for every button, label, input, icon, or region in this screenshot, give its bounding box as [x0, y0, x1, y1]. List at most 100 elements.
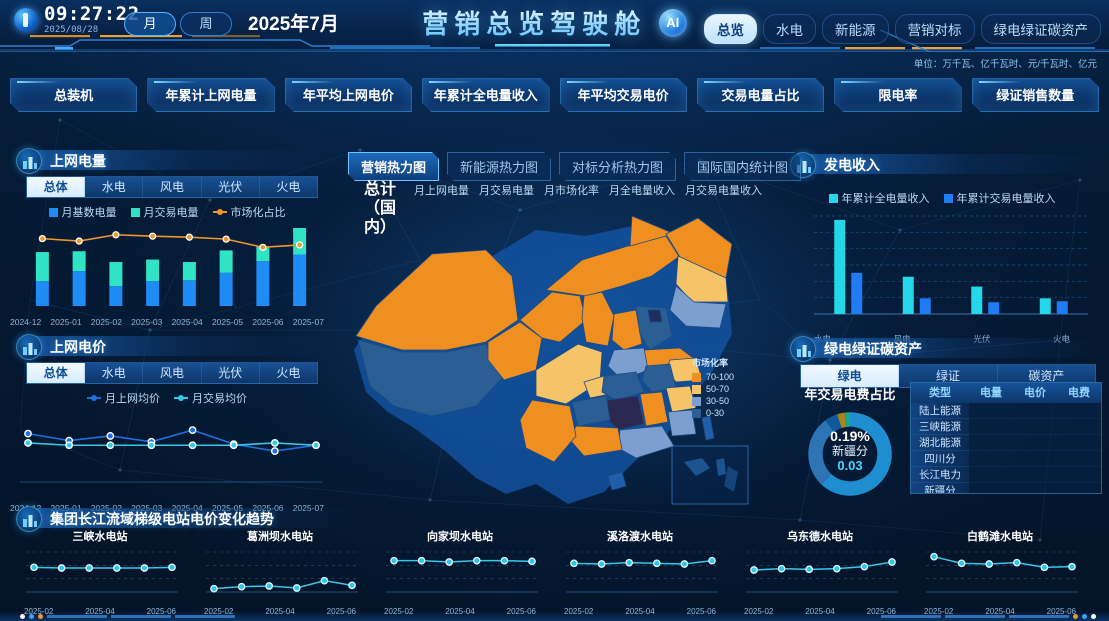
mini-chart-wudongde[interactable]: 乌东德水电站 2025-02 2025-04 2025-06 — [744, 531, 898, 616]
table-header: 类型 电量 电价 电费 — [911, 383, 1101, 403]
tab-price-hydro[interactable]: 水电 — [85, 363, 144, 383]
top-nav: 总览 水电 新能源 营销对标 绿电绿证碳资产 — [704, 14, 1101, 44]
tab-green-certificate[interactable]: 绿证 — [899, 365, 998, 387]
period-toggle-week[interactable]: 周 — [180, 12, 232, 36]
mini-chart-sanxia[interactable]: 三峡水电站 2025-02 2025-04 2025-06 — [24, 531, 178, 616]
tab-volume-hydro[interactable]: 水电 — [85, 177, 144, 197]
mini-chart-gezhouba[interactable]: 葛洲坝水电站 2025-02 2025-04 2025-06 — [204, 531, 358, 616]
period-toggle-month[interactable]: 月 — [124, 12, 176, 36]
axis-tick: 2025-02 — [90, 317, 122, 327]
tab-green-power[interactable]: 绿电 — [801, 365, 900, 387]
kpi-avg-grid-price[interactable]: 年平均上网电价 — [285, 78, 412, 112]
map-tab-new-energy-heatmap[interactable]: 新能源热力图 — [447, 152, 551, 181]
axis-tick: 2025-04 — [265, 607, 295, 616]
panel-header-grid-price: 上网电价 — [6, 334, 328, 360]
panel-grid-price: 上网电价 总体 水电 风电 光伏 火电 月上网均价 月交易均价 2024-122… — [6, 334, 328, 513]
nav-item-new-energy[interactable]: 新能源 — [822, 14, 889, 44]
kpi-avg-trade-price[interactable]: 年平均交易电价 — [560, 78, 687, 112]
company-logo-icon — [14, 8, 38, 32]
axis-tick: 2025-02 — [384, 607, 414, 616]
donut-center-name: 新疆分 — [831, 444, 868, 458]
footer-line — [0, 611, 1109, 621]
tab-price-thermal[interactable]: 火电 — [276, 366, 301, 380]
mini-chart-xiangjiaba[interactable]: 向家坝水电站 2025-02 2025-04 2025-06 — [384, 531, 538, 616]
page-title: 营销总览驾驶舱 — [422, 4, 646, 41]
tab-price-wind[interactable]: 风电 — [143, 363, 202, 383]
map-tab-benchmark-heatmap[interactable]: 对标分析热力图 — [559, 152, 676, 181]
china-map[interactable] — [336, 210, 786, 510]
mini-chart-xiluodu[interactable]: 溪洛渡水电站 2025-02 2025-04 2025-06 — [564, 531, 718, 616]
panel-title-grid-volume: 上网电量 — [50, 153, 106, 169]
map-legend: 市场化率 70-100 50-70 30-50 0-30 — [692, 356, 734, 420]
nav-item-benchmark[interactable]: 营销对标 — [894, 14, 975, 44]
kpi-ytd-grid-volume[interactable]: 年累计上网电量 — [147, 78, 274, 112]
axis-tick: 2025-06 — [866, 607, 896, 616]
donut-chart-trade-fee-share[interactable] — [802, 406, 898, 502]
table-row: 四川分 — [911, 451, 1101, 467]
south-sea-inset — [671, 445, 749, 505]
kpi-row: 总装机 年累计上网电量 年平均上网电价 年累计全电量收入 年平均交易电价 交易电… — [10, 78, 1099, 112]
axis-tick: 2025-04 — [805, 607, 835, 616]
axis-tick: 2025-04 — [985, 607, 1015, 616]
title-container: 营销总览驾驶舱 AI — [0, 4, 1109, 41]
table-row: 湖北能源 — [911, 435, 1101, 451]
axis-tick: 2025-06 — [326, 607, 356, 616]
tab-volume-wind[interactable]: 风电 — [143, 177, 202, 197]
axis-tick: 2025-04 — [171, 317, 203, 327]
bar-chart-icon — [16, 334, 42, 360]
ai-badge[interactable]: AI — [658, 9, 687, 37]
bar-chart-icon — [16, 506, 42, 532]
segmented-tabs-grid-price: 总体 水电 风电 光伏 火电 — [26, 362, 318, 384]
tab-price-solar[interactable]: 光伏 — [202, 363, 260, 383]
map-tab-intl-domestic-stats[interactable]: 国际国内统计图 — [684, 152, 801, 181]
panel-header-generation-income: 发电收入 — [780, 152, 1104, 178]
axis-tick: 2025-02 — [204, 607, 234, 616]
mini-chart-baihetan[interactable]: 白鹤滩水电站 2025-02 2025-04 2025-06 — [924, 531, 1078, 616]
axis-tick: 2025-07 — [292, 317, 324, 327]
chart-generation-income[interactable] — [780, 210, 1100, 328]
nav-item-hydro[interactable]: 水电 — [763, 14, 816, 44]
green-assets-table[interactable]: 类型 电量 电价 电费 陆上能源 三峡能源 湖北能源 四川分 长江电力 新疆分 — [910, 382, 1102, 494]
table-col-volume: 电量 — [980, 387, 1002, 399]
map-col-grid-volume: 月上网电量 — [414, 185, 469, 197]
kpi-total-capacity[interactable]: 总装机 — [10, 78, 137, 112]
table-col-price: 电价 — [1024, 387, 1046, 399]
donut-center-percent: 0.19% — [830, 428, 870, 444]
tab-volume-thermal[interactable]: 火电 — [276, 180, 301, 194]
table-col-fee: 电费 — [1068, 387, 1090, 399]
table-row: 三峡能源 — [911, 419, 1101, 435]
tab-volume-solar[interactable]: 光伏 — [202, 177, 260, 197]
carousel-pager-right[interactable] — [881, 613, 1096, 619]
panel-header-bg — [796, 154, 1104, 174]
kpi-curtailment-rate[interactable]: 限电率 — [834, 78, 961, 112]
kpi-green-cert-sales[interactable]: 绿证销售数量 — [972, 78, 1099, 112]
chart-grid-price[interactable] — [6, 408, 324, 498]
nav-item-overview[interactable]: 总览 — [704, 14, 757, 44]
map-tab-marketing-heatmap[interactable]: 营销热力图 — [348, 152, 439, 181]
carousel-pager-left[interactable] — [20, 613, 235, 619]
axis-tick: 2025-06 — [1046, 607, 1076, 616]
axis-tick: 2025-02 — [24, 607, 54, 616]
axis-tick: 2025-02 — [924, 607, 954, 616]
map-legend-title: 市场化率 — [692, 358, 729, 368]
nav-item-green-assets[interactable]: 绿电绿证碳资产 — [980, 14, 1101, 44]
axis-tick: 2025-04 — [625, 607, 655, 616]
app-header: 09:27:22 2025/08/28 月 周 2025年7月 营销总览驾驶舱 … — [0, 0, 1109, 52]
axis-tick: 2025-02 — [744, 607, 774, 616]
kpi-trade-volume-share[interactable]: 交易电量占比 — [697, 78, 824, 112]
map-total-label: 总计 （国内） — [363, 181, 396, 236]
panel-header-bg — [796, 338, 1104, 358]
table-body[interactable]: 陆上能源 三峡能源 湖北能源 四川分 长江电力 新疆分 — [911, 403, 1101, 493]
map-col-total-income: 月全电量收入 — [609, 185, 675, 197]
axis-tick: 2025-06 — [506, 607, 536, 616]
panel-yangtze-cascade-trend: 集团长江流域梯级电站电价变化趋势 三峡水电站 2025-02 2025-04 2025… — [6, 506, 1104, 621]
tab-price-total[interactable]: 总体 — [27, 363, 86, 383]
tab-volume-total[interactable]: 总体 — [27, 177, 86, 197]
bar-chart-icon — [16, 148, 42, 174]
kpi-ytd-total-income[interactable]: 年累计全电量收入 — [422, 78, 549, 112]
legend-grid-price: 月上网均价 月交易均价 — [6, 390, 328, 406]
chart-grid-volume[interactable] — [6, 222, 324, 314]
tab-carbon-assets[interactable]: 碳资产 — [1028, 369, 1065, 383]
map-col-market-rate: 月市场化率 — [544, 185, 599, 197]
